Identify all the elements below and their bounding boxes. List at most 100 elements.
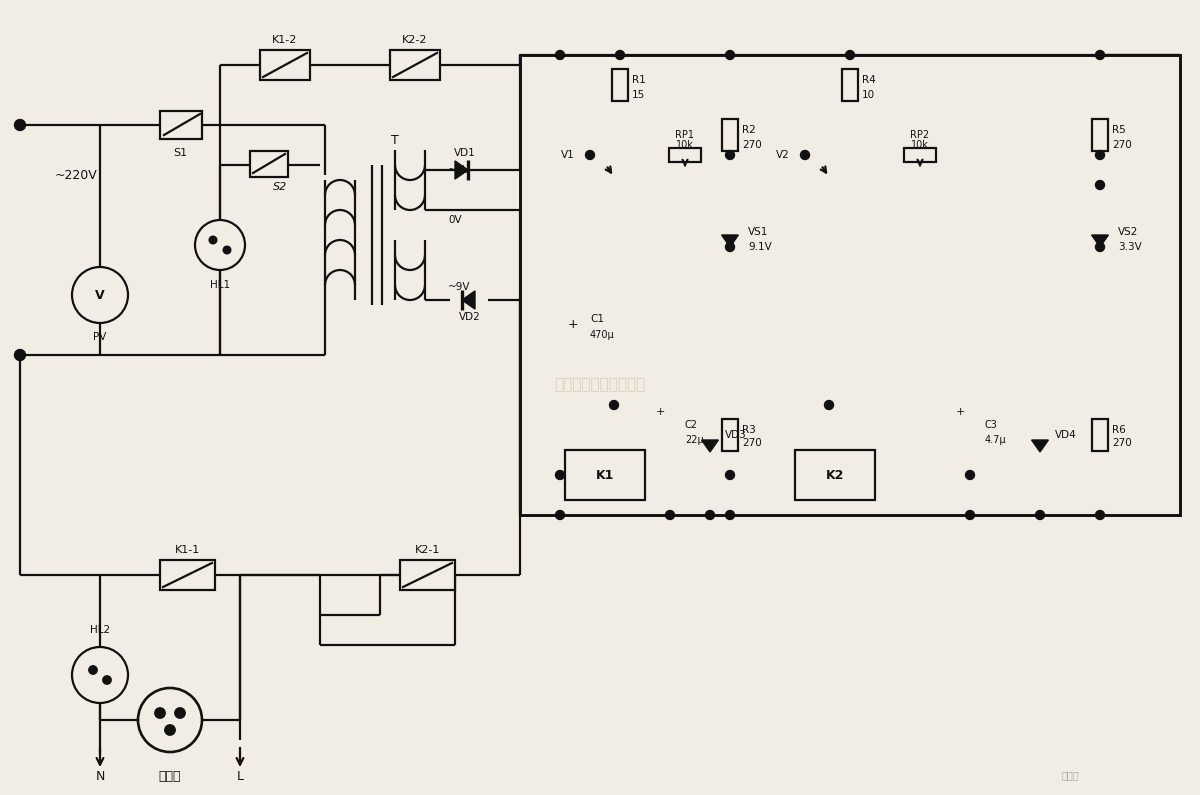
Text: ~9V: ~9V [448, 282, 470, 292]
Bar [260, 50, 310, 80]
Circle shape [1096, 180, 1104, 189]
Text: 接负载: 接负载 [158, 770, 181, 784]
Circle shape [800, 150, 810, 160]
Bar [1092, 419, 1108, 451]
Bar [670, 148, 701, 162]
Text: +: + [568, 317, 578, 331]
Circle shape [726, 471, 734, 479]
Bar [520, 55, 1180, 515]
Text: VS1: VS1 [748, 227, 768, 237]
Text: 15: 15 [632, 90, 646, 100]
Text: +: + [955, 407, 965, 417]
Circle shape [103, 676, 112, 684]
Polygon shape [462, 291, 475, 309]
Text: K2-1: K2-1 [415, 545, 440, 555]
Circle shape [556, 51, 564, 60]
Bar [842, 69, 858, 101]
Circle shape [726, 51, 734, 60]
Text: 3.3V: 3.3V [1118, 242, 1141, 252]
Circle shape [666, 510, 674, 519]
Circle shape [209, 236, 217, 244]
Text: N: N [95, 770, 104, 784]
Text: R1: R1 [632, 75, 646, 85]
Text: 270: 270 [1112, 438, 1132, 448]
Text: ~220V: ~220V [55, 169, 97, 181]
Bar [794, 450, 875, 500]
Circle shape [155, 708, 166, 718]
Text: 270: 270 [1112, 140, 1132, 150]
Text: VS2: VS2 [1118, 227, 1139, 237]
Bar [722, 119, 738, 151]
Circle shape [196, 220, 245, 270]
Circle shape [89, 665, 97, 674]
Circle shape [726, 510, 734, 519]
Circle shape [223, 246, 230, 254]
Polygon shape [702, 440, 719, 452]
Polygon shape [1032, 440, 1049, 452]
Text: 10: 10 [862, 90, 875, 100]
Text: PV: PV [94, 332, 107, 342]
Text: L: L [236, 770, 244, 784]
Circle shape [846, 51, 854, 60]
Text: C2: C2 [685, 420, 698, 430]
Text: K1-2: K1-2 [272, 35, 298, 45]
Circle shape [72, 647, 128, 703]
Bar [904, 148, 936, 162]
Circle shape [966, 471, 974, 479]
Text: VD3: VD3 [725, 430, 746, 440]
Circle shape [610, 401, 618, 409]
Bar [565, 450, 646, 500]
Text: R6: R6 [1112, 425, 1126, 435]
Text: V1: V1 [562, 150, 575, 160]
Text: R3: R3 [742, 425, 756, 435]
Bar [390, 50, 440, 80]
Text: K2: K2 [826, 468, 844, 482]
Bar [400, 560, 455, 590]
Text: HL2: HL2 [90, 625, 110, 635]
Circle shape [616, 51, 624, 60]
Bar [160, 560, 215, 590]
Circle shape [556, 510, 564, 519]
Text: 270: 270 [742, 140, 762, 150]
Circle shape [586, 150, 594, 160]
Text: 270: 270 [742, 438, 762, 448]
Circle shape [1096, 510, 1104, 519]
Text: VD1: VD1 [454, 148, 476, 158]
Bar [1092, 119, 1108, 151]
Text: 10k: 10k [676, 140, 694, 150]
Text: C3: C3 [985, 420, 998, 430]
Circle shape [1096, 150, 1104, 160]
Circle shape [1096, 51, 1104, 60]
Circle shape [175, 708, 185, 718]
Polygon shape [1092, 235, 1109, 247]
Text: V: V [95, 289, 104, 301]
Circle shape [14, 119, 25, 130]
Text: S1: S1 [173, 148, 187, 158]
Circle shape [966, 510, 974, 519]
Circle shape [706, 510, 714, 519]
Text: RP1: RP1 [676, 130, 695, 140]
Text: S2: S2 [272, 182, 287, 192]
Text: V2: V2 [776, 150, 790, 160]
Polygon shape [721, 235, 738, 247]
Text: HL1: HL1 [210, 280, 230, 290]
Text: 插接图: 插接图 [1061, 770, 1079, 780]
Text: R2: R2 [742, 125, 756, 135]
Text: 4.7μ: 4.7μ [985, 435, 1007, 445]
Circle shape [1096, 242, 1104, 251]
Polygon shape [455, 161, 468, 179]
Circle shape [556, 471, 564, 479]
Bar [612, 69, 628, 101]
Text: 0V: 0V [448, 215, 462, 225]
Text: 22μ: 22μ [685, 435, 703, 445]
Text: R4: R4 [862, 75, 876, 85]
Text: ~9V: ~9V [448, 165, 470, 175]
Circle shape [1036, 510, 1044, 519]
Text: 10k: 10k [911, 140, 929, 150]
Text: 470μ: 470μ [590, 330, 614, 340]
Text: 杭州将睿科技有限公司: 杭州将睿科技有限公司 [554, 378, 646, 393]
Text: +: + [655, 407, 665, 417]
Text: T: T [391, 134, 398, 146]
Text: VD2: VD2 [460, 312, 481, 322]
Circle shape [726, 242, 734, 251]
